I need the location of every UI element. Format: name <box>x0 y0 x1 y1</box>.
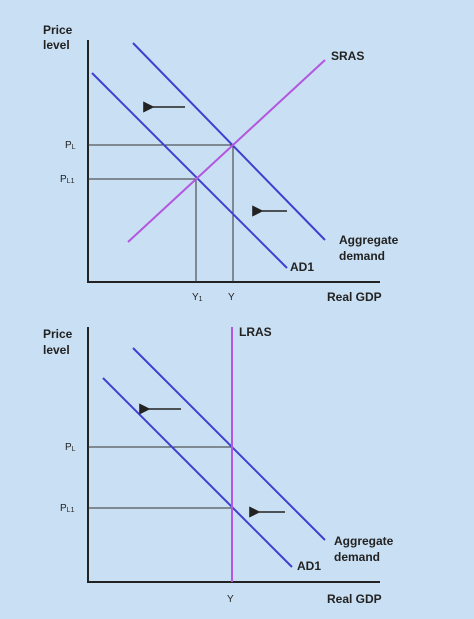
top-sras-label: SRAS <box>331 49 364 63</box>
top-diagram: Price level SRAS Aggregate demand AD1 Re… <box>43 23 399 304</box>
top-aggregate-demand-label-line2: demand <box>339 249 385 263</box>
bottom-price-pl1-label: PL1 <box>60 503 75 514</box>
bottom-ad1-line <box>102 377 293 568</box>
top-price-pl1-label: PL1 <box>60 174 75 185</box>
top-price-pl-sub: L <box>72 144 76 151</box>
top-sras-line <box>127 59 326 243</box>
bottom-y-axis-label-line1: Price <box>43 327 73 341</box>
top-y-axis-label-line1: Price <box>43 23 73 37</box>
top-y-axis-label-line2: level <box>43 38 70 52</box>
top-price-pl1-main: P <box>60 174 67 185</box>
bottom-ad1-label: AD1 <box>297 559 321 573</box>
top-output-y-label: Y <box>228 292 235 303</box>
bottom-y-axis-label-line2: level <box>43 343 70 357</box>
bottom-diagram: Price level LRAS Aggregate demand AD1 Re… <box>43 325 394 606</box>
top-output-y1-sub: 1 <box>199 296 203 303</box>
bottom-aggregate-demand-line <box>132 347 326 541</box>
top-output-y1-main: Y <box>192 292 199 303</box>
bottom-price-pl-sub: L <box>72 446 76 453</box>
top-aggregate-demand-line <box>132 42 326 241</box>
top-ad1-line <box>91 72 288 269</box>
top-ad1-label: AD1 <box>290 260 314 274</box>
bottom-lras-label: LRAS <box>239 325 272 339</box>
bottom-price-pl1-main: P <box>60 503 67 514</box>
bottom-price-pl-label: PL <box>65 442 76 453</box>
bottom-x-axis-label: Real GDP <box>327 592 382 606</box>
bottom-output-y-label: Y <box>227 594 234 605</box>
top-price-pl1-sub: L1 <box>67 178 75 185</box>
bottom-aggregate-demand-label-line1: Aggregate <box>334 534 394 548</box>
top-price-pl-main: P <box>65 140 72 151</box>
bottom-aggregate-demand-label-line2: demand <box>334 550 380 564</box>
bottom-price-pl1-sub: L1 <box>67 507 75 514</box>
bottom-price-pl-main: P <box>65 442 72 453</box>
top-x-axis-label: Real GDP <box>327 290 382 304</box>
top-output-y1-label: Y1 <box>192 292 203 303</box>
top-price-pl-label: PL <box>65 140 76 151</box>
top-aggregate-demand-label-line1: Aggregate <box>339 233 399 247</box>
